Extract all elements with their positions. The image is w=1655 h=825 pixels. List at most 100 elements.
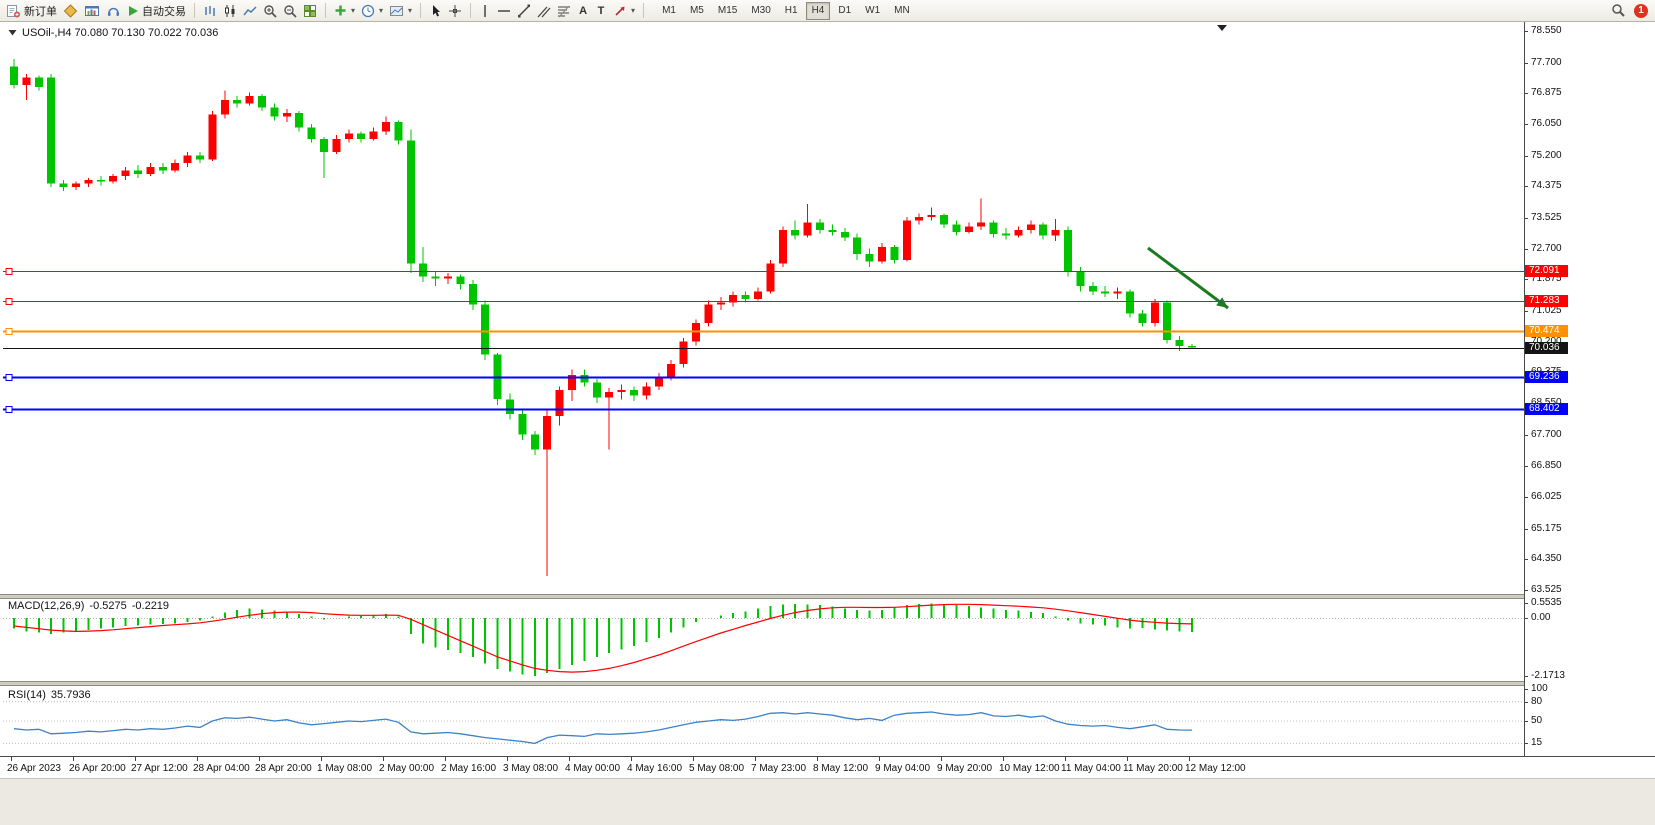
headset-icon	[108, 7, 119, 16]
trendline-tool[interactable]	[514, 1, 534, 21]
line-chart-type-button[interactable]	[240, 1, 260, 21]
macd-panel[interactable]	[3, 598, 1524, 682]
fibonacci-tool[interactable]	[554, 1, 574, 21]
time-axis-tick	[259, 757, 260, 761]
period-dropdown[interactable]: ▾	[358, 1, 386, 21]
time-axis-label: 4 May 00:00	[565, 763, 621, 774]
timeframe-M1[interactable]: M1	[662, 4, 676, 16]
timeframe-W1[interactable]: W1	[865, 4, 881, 16]
price-axis-label: 70.200	[1531, 336, 1562, 347]
panel-separator[interactable]	[0, 681, 1655, 686]
candle-body	[1026, 224, 1035, 230]
candle-body	[1014, 230, 1023, 236]
bar-chart-type-button[interactable]	[200, 1, 220, 21]
candle-body	[22, 77, 31, 85]
macd-signal-line	[13, 603, 1193, 673]
timeframe-D1[interactable]: D1	[838, 4, 852, 16]
time-axis-label: 9 May 04:00	[875, 763, 931, 774]
crosshair-button[interactable]	[445, 1, 465, 21]
candle-body	[196, 155, 204, 160]
label-tool[interactable]: T	[592, 1, 610, 21]
cursor-icon	[433, 4, 441, 16]
time-axis-tick	[569, 757, 570, 761]
tile-windows-button[interactable]	[300, 1, 320, 21]
price-axis-tick	[1525, 248, 1528, 250]
candle-body	[915, 217, 924, 221]
timeframe-MN[interactable]: MN	[894, 4, 910, 16]
channel-tool[interactable]	[534, 1, 554, 21]
support-button[interactable]	[103, 1, 124, 21]
candle-body	[220, 99, 229, 115]
symbols-icon	[63, 3, 78, 18]
hline-handle-71.283[interactable]	[5, 298, 13, 305]
price-axis[interactable]: 78.550 77.700 76.875 76.050 75.200 74.375 73.5…	[1524, 22, 1655, 756]
hline-handle-69.236[interactable]	[5, 374, 13, 381]
hline-handle-68.402[interactable]	[5, 406, 13, 413]
toolbar-separator	[470, 3, 472, 18]
candle-body	[853, 237, 862, 255]
candle-body	[233, 99, 242, 104]
time-axis-tick	[321, 757, 322, 761]
candle-body	[952, 224, 961, 232]
time-axis[interactable]: 26 Apr 2023 26 Apr 20:00 27 Apr 12:00 28 Ap…	[0, 757, 1655, 778]
macd-value-signal: -0.2219	[131, 600, 170, 612]
candle-body	[369, 131, 378, 139]
zoom-out-button[interactable]	[280, 1, 300, 21]
new-chart-dropdown[interactable]: ▾	[331, 1, 358, 21]
candle-body	[258, 96, 266, 108]
arrows-dropdown[interactable]: ▾	[610, 1, 638, 21]
timeframe-M15[interactable]: M15	[717, 4, 738, 16]
zoom-in-button[interactable]	[260, 1, 280, 21]
toolbar-separator	[420, 3, 422, 18]
candle-body	[1175, 339, 1184, 347]
panel-separator[interactable]	[0, 594, 1655, 599]
symbols-button[interactable]	[60, 1, 81, 21]
price-axis-tick	[1525, 559, 1528, 561]
horizontal-line-icon	[498, 9, 511, 12]
indicator-axis-tick	[1525, 689, 1528, 690]
candle-body	[630, 390, 638, 396]
chart-window-button[interactable]	[81, 1, 103, 21]
template-dropdown[interactable]: ▾	[386, 1, 415, 21]
price-axis-label: 74.375	[1531, 180, 1562, 192]
time-axis-label: 12 May 12:00	[1185, 763, 1246, 774]
price-axis-label: 76.050	[1531, 118, 1562, 129]
candle-body	[1138, 313, 1147, 323]
search-icon[interactable]	[1611, 3, 1626, 18]
timeframe-M30[interactable]: M30	[751, 4, 771, 16]
candle-body	[109, 176, 118, 182]
timeframe-H4[interactable]: H4	[805, 1, 831, 20]
hline-handle-70.474[interactable]	[5, 328, 13, 335]
candle-body	[1101, 291, 1110, 294]
new-order-button[interactable]: 新订单	[3, 1, 60, 21]
time-axis-tick	[507, 757, 508, 761]
notification-badge[interactable]: 1	[1634, 3, 1648, 18]
vertical-line-tool[interactable]	[476, 1, 494, 21]
hline-handle-72.091[interactable]	[5, 268, 13, 275]
macd-histogram	[13, 603, 1193, 677]
text-tool[interactable]: A	[574, 1, 592, 21]
macd-header: MACD(12,26,9) -0.5275 -0.2219	[8, 600, 169, 612]
cursor-button[interactable]	[426, 1, 445, 21]
candle-body	[208, 114, 217, 160]
trend-arrow[interactable]	[1147, 246, 1229, 310]
time-axis-label: 5 May 08:00	[689, 763, 745, 774]
horizontal-line-tool[interactable]	[494, 1, 514, 21]
candle-wicks	[13, 58, 1193, 576]
time-axis-label: 3 May 08:00	[503, 763, 559, 774]
time-axis-label: 28 Apr 04:00	[193, 763, 250, 774]
chevron-down-icon: ▾	[408, 6, 413, 15]
rsi-panel[interactable]	[3, 687, 1524, 756]
autotrade-button[interactable]: 自动交易	[124, 1, 189, 21]
candlestick-type-button[interactable]	[220, 1, 240, 21]
candle-body	[270, 107, 279, 117]
price-axis-tick	[1525, 528, 1528, 530]
timeframe-H1[interactable]: H1	[784, 4, 798, 16]
candle-body	[171, 163, 180, 171]
chart-menu-triangle-icon[interactable]	[8, 29, 17, 37]
timeframe-M5[interactable]: M5	[689, 4, 704, 16]
main-price-chart[interactable]	[3, 24, 1524, 595]
candle-body	[481, 304, 490, 355]
candle-body	[320, 138, 328, 152]
price-axis-label: 66.850	[1531, 460, 1562, 472]
